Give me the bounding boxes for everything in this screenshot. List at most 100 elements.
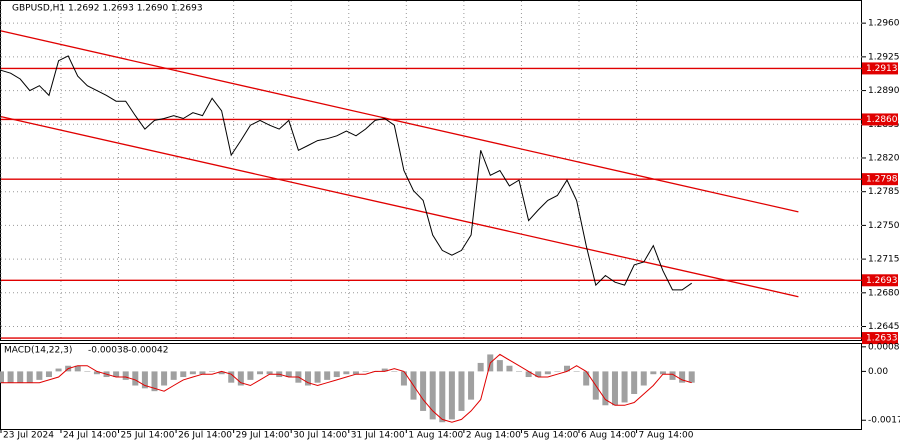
histogram-bar [141,371,148,389]
histogram-bar [458,371,465,411]
histogram-bar [429,371,436,420]
histogram-bar [688,371,695,383]
histogram-bar [199,371,206,375]
histogram-bar [113,371,120,378]
histogram-bar [564,365,571,372]
histogram-bar [237,371,244,386]
histogram-bar [209,371,216,372]
histogram-bar [496,360,503,372]
level-badge [862,62,898,75]
x-tick-label: 2 Aug 14:00 [466,431,521,441]
histogram-bar [36,371,43,380]
histogram-bar [285,371,292,378]
x-tick-label: 7 Aug 14:00 [639,431,694,441]
macd-panel [0,343,862,430]
x-tick-label: 6 Aug 14:00 [581,431,636,441]
histogram-bar [448,371,455,420]
histogram-bar [611,371,618,406]
histogram-bar [621,371,628,403]
y-tick-label: 0.00087 [868,342,900,352]
histogram-bar [26,371,33,383]
level-label: 1.2913 [866,64,898,74]
histogram-bar [93,371,100,375]
histogram-bar [218,371,225,375]
x-tick-label: 24 Jul 14:00 [63,431,117,441]
histogram-bar [525,371,532,378]
histogram-bar [266,371,273,375]
histogram-bar [0,371,4,383]
macd-readout: -0.00042 [128,346,168,356]
level-badge [862,274,898,287]
histogram-bar [573,371,580,372]
macd-title: MACD(14,22,3) [4,346,72,356]
quote: 1.2692 1.2693 1.2690 1.2693 [68,4,203,14]
y-tick-label: 1.2715 [868,255,900,265]
x-tick-label: 26 Jul 14:00 [178,431,232,441]
histogram-bar [343,371,350,375]
y-tick-label: 1.2645 [868,322,900,332]
histogram-bar [84,371,91,372]
histogram-bar [180,371,187,378]
histogram-bar [650,371,657,375]
histogram-bar [669,371,676,380]
x-tick-label: 5 Aug 14:00 [523,431,578,441]
histogram-bar [381,368,388,372]
histogram-bar [602,371,609,406]
level-label: 1.2798 [866,175,898,185]
x-tick-label: 1 Aug 14:00 [408,431,463,441]
price-panel [0,0,862,341]
y-tick-label: 1.2960 [868,19,900,29]
x-tick-label: 30 Jul 14:00 [293,431,347,441]
histogram-bar [583,371,590,386]
histogram-bar [17,371,24,383]
histogram-bar [247,371,254,380]
y-tick-label: -0.00173 [868,416,900,426]
histogram-bar [477,362,484,372]
level-badge [862,332,898,345]
y-tick-label: 1.2750 [868,221,900,231]
histogram-bar [506,365,513,372]
histogram-bar [679,371,686,383]
histogram-bar [132,371,139,386]
histogram-bar [314,371,321,383]
signal-line [1,353,692,423]
histogram-bar [516,371,523,372]
y-tick-label: 1.2820 [868,153,900,163]
trend-line [0,30,799,213]
level-label: 1.2860 [866,115,898,125]
level-label: 1.2693 [866,276,898,286]
y-tick-label: 1.2680 [868,288,900,298]
histogram-bar [420,371,427,411]
histogram-bar [161,371,168,386]
histogram-bar [631,371,638,394]
histogram-bar [45,371,52,378]
histogram-bar [151,371,158,392]
y-tick-label: 1.2785 [868,187,900,197]
x-tick-label: 25 Jul 14:00 [121,431,175,441]
histogram-bar [439,371,446,423]
histogram-bar [362,371,369,372]
histogram-bar [640,371,647,386]
histogram-bar [257,371,264,375]
histogram-bar [544,371,551,375]
x-tick-label: 31 Jul 14:00 [351,431,405,441]
x-tick-label: 29 Jul 14:00 [236,431,290,441]
histogram-bar [170,371,177,380]
histogram-bar [554,371,561,372]
level-label: 1.2633 [866,334,898,344]
x-tick-label: 23 Jul 2024 [3,431,54,441]
macd-readout: -0.00038 [88,346,129,356]
level-badge [862,173,898,186]
y-tick-label: 0.00 [868,367,888,377]
histogram-bar [352,371,359,375]
histogram-bar [7,371,14,383]
level-badge [862,113,898,126]
histogram-bar [228,371,235,383]
histogram-bar [55,368,62,372]
chart-title: GBPUSD,H1 [12,4,65,14]
histogram-bar [468,371,475,400]
y-tick-label: 1.2890 [868,86,900,96]
histogram-bar [189,371,196,375]
histogram-bar [122,371,129,380]
